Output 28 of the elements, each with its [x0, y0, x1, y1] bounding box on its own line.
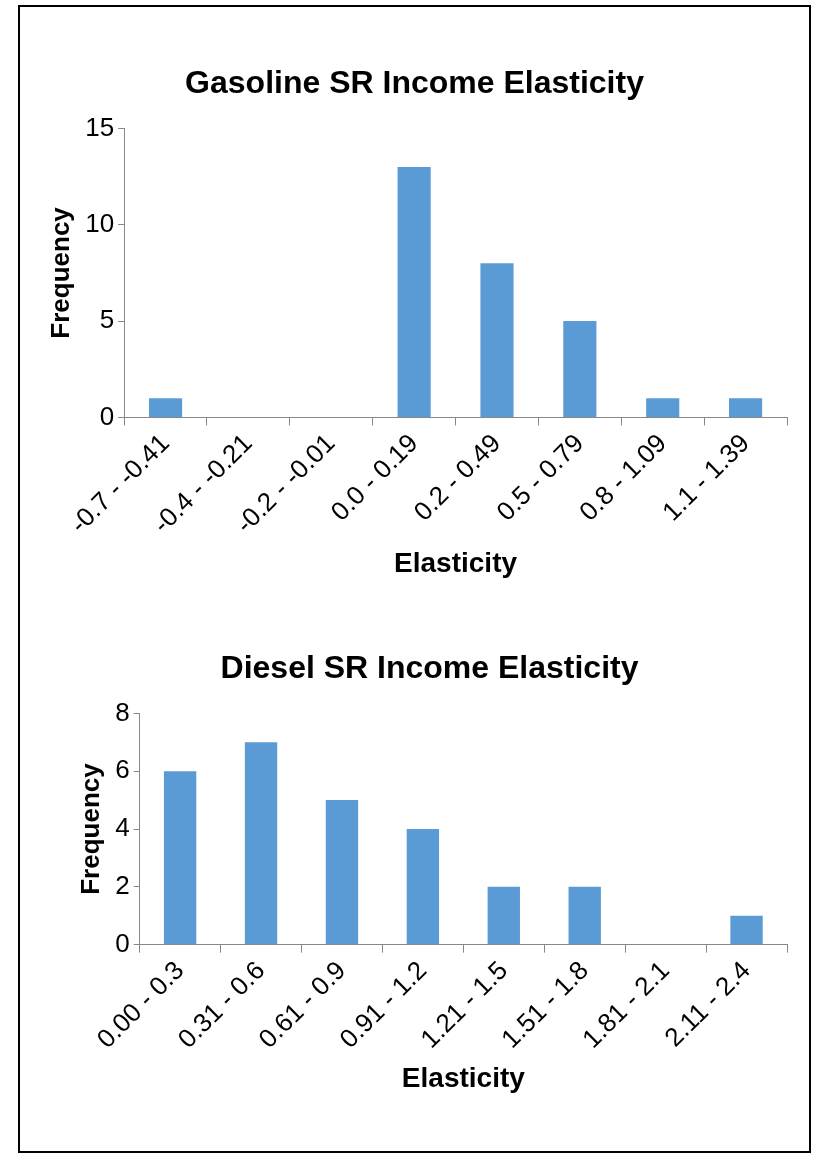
bar	[480, 263, 514, 417]
chart-title: Gasoline SR Income Elasticity	[185, 64, 645, 101]
bar	[729, 398, 763, 417]
bar	[487, 886, 520, 945]
bar	[406, 829, 440, 945]
y-tick-label: 0	[99, 400, 115, 431]
y-tick-label: 6	[115, 754, 130, 785]
bar	[563, 321, 597, 417]
x-axis-title: Elasticity	[401, 1061, 526, 1093]
bar	[730, 915, 763, 945]
y-tick-label: 8	[115, 696, 130, 727]
bar	[646, 398, 680, 417]
y-tick-label: 5	[99, 304, 115, 335]
y-tick-label: 0	[115, 927, 130, 958]
y-axis-title: Frequency	[74, 762, 105, 895]
bar	[568, 886, 601, 945]
chart-title: Diesel SR Income Elasticity	[220, 649, 639, 686]
bar	[244, 742, 278, 945]
y-tick-label: 10	[85, 207, 115, 238]
y-axis-title: Frequency	[44, 206, 75, 339]
bar	[397, 166, 431, 417]
y-tick-label: 15	[85, 111, 115, 142]
bar	[325, 800, 359, 945]
y-tick-label: 2	[115, 870, 130, 901]
bar	[163, 771, 197, 945]
x-axis-title: Elasticity	[394, 546, 518, 578]
bar	[148, 398, 183, 417]
y-tick-label: 4	[115, 812, 130, 843]
